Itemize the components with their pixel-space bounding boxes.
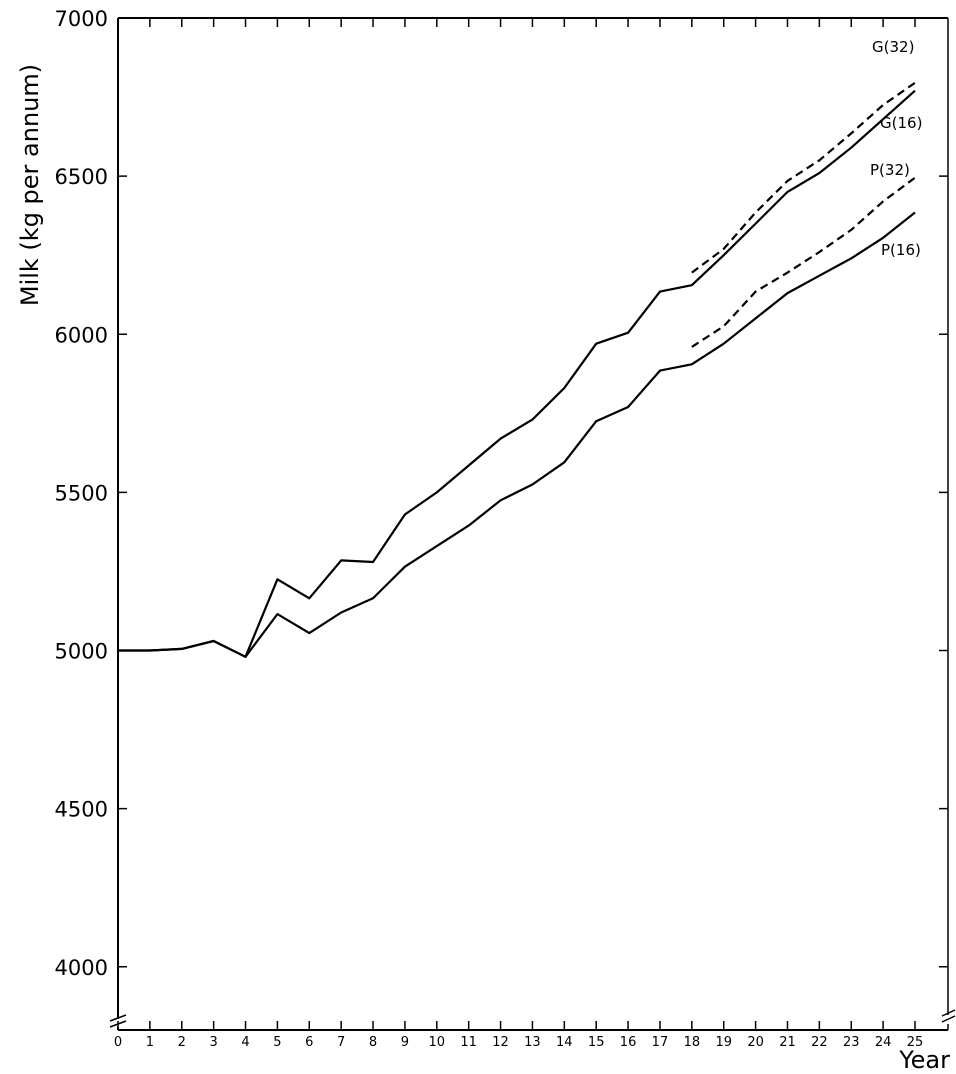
series-lines	[118, 81, 916, 658]
x-tick-label: 1	[146, 1035, 154, 1050]
x-tick-label: 5	[273, 1035, 281, 1050]
x-tick-label: 24	[875, 1035, 892, 1050]
y-tick-label: 4000	[55, 956, 108, 980]
x-tick-label: 19	[715, 1035, 732, 1050]
x-tick-label: 14	[556, 1035, 573, 1050]
series-line-g32	[691, 81, 916, 274]
x-tick-label: 22	[811, 1035, 828, 1050]
series-label-g32: G(32)	[872, 38, 914, 56]
axis-ticks	[117, 17, 948, 1030]
x-tick-label: 4	[241, 1035, 249, 1050]
x-tick-label: 25	[907, 1035, 924, 1050]
x-tick-label: 21	[779, 1035, 796, 1050]
y-tick-label: 5500	[55, 481, 108, 505]
x-tick-label: 11	[460, 1035, 477, 1050]
x-tick-label: 6	[305, 1035, 313, 1050]
x-axis-title: Year	[898, 1046, 950, 1074]
x-tick-label: 13	[524, 1035, 541, 1050]
x-tick-label: 2	[178, 1035, 186, 1050]
x-tick-label: 10	[429, 1035, 446, 1050]
series-line-p32	[691, 176, 916, 348]
x-tick-label: 9	[401, 1035, 409, 1050]
y-tick-label: 5000	[55, 640, 108, 664]
axis-break-right	[941, 1009, 956, 1023]
x-tick-label: 18	[684, 1035, 701, 1050]
y-tick-label: 6500	[55, 165, 108, 189]
series-labels: G(16) P(16) G(32) P(32)	[870, 38, 922, 259]
y-axis-title: Milk (kg per annum)	[16, 64, 44, 306]
series-line-p16	[118, 211, 916, 658]
x-tick-label: 8	[369, 1035, 377, 1050]
y-tick-label: 7000	[55, 7, 108, 31]
x-tick-label: 7	[337, 1035, 345, 1050]
x-tick-label: 23	[843, 1035, 860, 1050]
x-tick-label: 17	[652, 1035, 669, 1050]
tick-labels: 0 1 2 3 4 5 6 7 8 9 10 11 12 13 14 15 16 17 18 19 20 21 22 23 24…	[55, 7, 924, 1050]
series-label-p32: P(32)	[870, 161, 910, 179]
x-tick-label: 20	[747, 1035, 764, 1050]
series-line-g16	[118, 89, 916, 658]
y-tick-label: 6000	[55, 323, 108, 347]
x-tick-label: 16	[620, 1035, 637, 1050]
chart-frame	[109, 17, 956, 1031]
y-tick-label: 4500	[55, 798, 108, 822]
x-tick-label: 15	[588, 1035, 605, 1050]
series-label-p16: P(16)	[881, 241, 921, 259]
x-tick-label: 3	[209, 1035, 217, 1050]
x-tick-label: 0	[114, 1035, 122, 1050]
x-tick-label: 12	[492, 1035, 509, 1050]
series-label-g16: G(16)	[880, 114, 922, 132]
